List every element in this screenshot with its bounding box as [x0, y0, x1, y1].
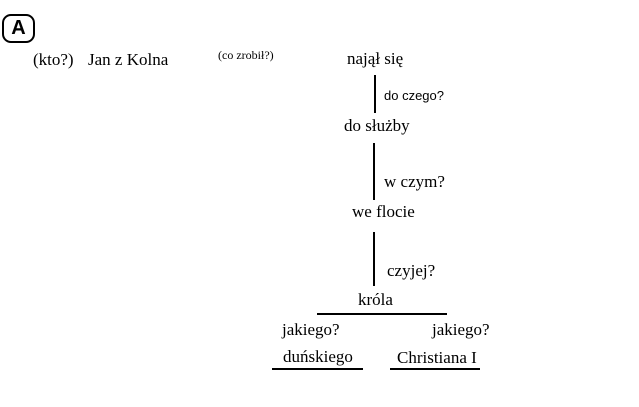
connector-do-sluzby-to-we-flocie: [373, 143, 375, 200]
predicate-question-label: (co zrobił?): [218, 48, 274, 62]
branch-split-line: [317, 313, 447, 315]
section-badge-label: A: [11, 17, 26, 39]
subject-question-label: (kto?): [33, 50, 74, 69]
connector-we-flocie-to-krola: [373, 232, 375, 286]
underline-christiana: [390, 368, 480, 370]
node-we-flocie: we flocie: [352, 202, 415, 221]
question-do-czego: do czego?: [384, 88, 444, 103]
question-jakiego-right: jakiego?: [432, 320, 490, 339]
section-badge: A: [2, 14, 35, 43]
question-w-czym: w czym?: [384, 172, 445, 191]
question-jakiego-left: jakiego?: [282, 320, 340, 339]
underline-dunskiego: [272, 368, 363, 370]
connector-predicate-to-do-sluzby: [374, 75, 376, 113]
predicate-word: najął się: [347, 49, 404, 68]
node-dunskiego: duńskiego: [283, 347, 353, 366]
node-krola: króla: [358, 290, 393, 309]
node-do-sluzby: do służby: [344, 116, 410, 135]
subject-word: Jan z Kolna: [88, 50, 169, 69]
question-czyjej: czyjej?: [387, 261, 436, 280]
node-christiana: Christiana I: [397, 348, 477, 367]
